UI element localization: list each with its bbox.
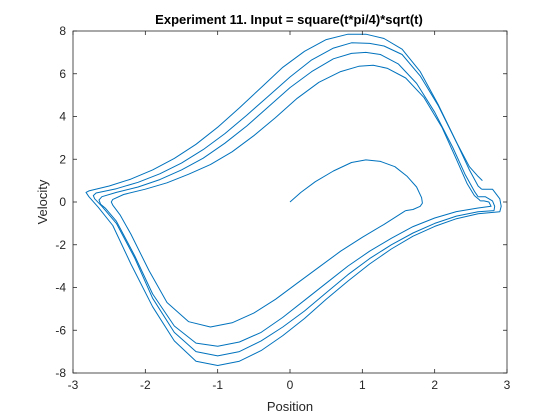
y-axis-label: Velocity [35,179,50,224]
series-line-4 [92,42,496,357]
chart-title: Experiment 11. Input = square(t*pi/4)*sq… [155,12,423,27]
x-tick-label: -3 [68,378,79,392]
x-axis-label: Position [267,399,313,414]
y-tick-label: -2 [55,238,66,252]
y-tick-label: 4 [59,110,66,124]
series-line-3 [98,51,492,347]
y-tick-label: 0 [59,195,66,209]
x-axis: -3 -2 -1 0 1 2 3 [68,31,511,392]
plot-area [85,33,502,366]
series-line-1 [289,159,423,212]
x-tick-label: -1 [212,378,223,392]
series-line-5 [85,33,502,366]
y-tick-label: 8 [59,24,66,38]
y-tick-label: -4 [55,281,66,295]
x-tick-label: -2 [140,378,151,392]
y-tick-label: -8 [55,366,66,380]
x-tick-label: 2 [431,378,438,392]
x-tick-label: 1 [359,378,366,392]
x-tick-label: 0 [287,378,294,392]
y-tick-label: 2 [59,152,66,166]
series-line-2 [110,64,481,328]
y-tick-label: 6 [59,67,66,81]
y-axis: -8 -6 -4 -2 0 2 4 6 8 [55,24,507,380]
y-tick-label: -6 [55,323,66,337]
x-tick-label: 3 [504,378,511,392]
